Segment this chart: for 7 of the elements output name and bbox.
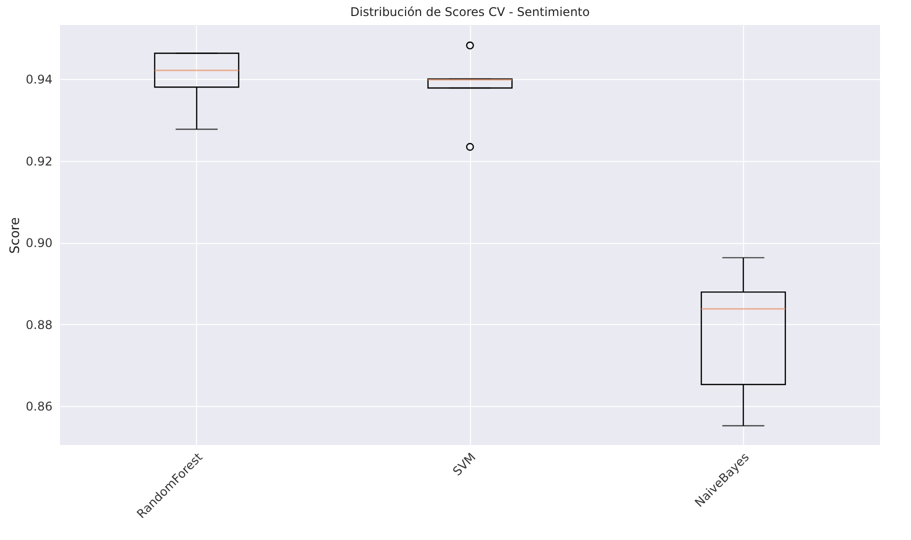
y-tick-label: 0.92 (26, 154, 52, 168)
y-tick-label: 0.86 (26, 400, 52, 414)
y-axis-title: Score (8, 217, 23, 254)
y-tick-label: 0.90 (26, 236, 52, 250)
y-tick-label: 0.94 (26, 72, 52, 86)
chart-title: Distribución de Scores CV - Sentimiento (350, 5, 590, 19)
y-tick-label: 0.88 (26, 318, 52, 332)
